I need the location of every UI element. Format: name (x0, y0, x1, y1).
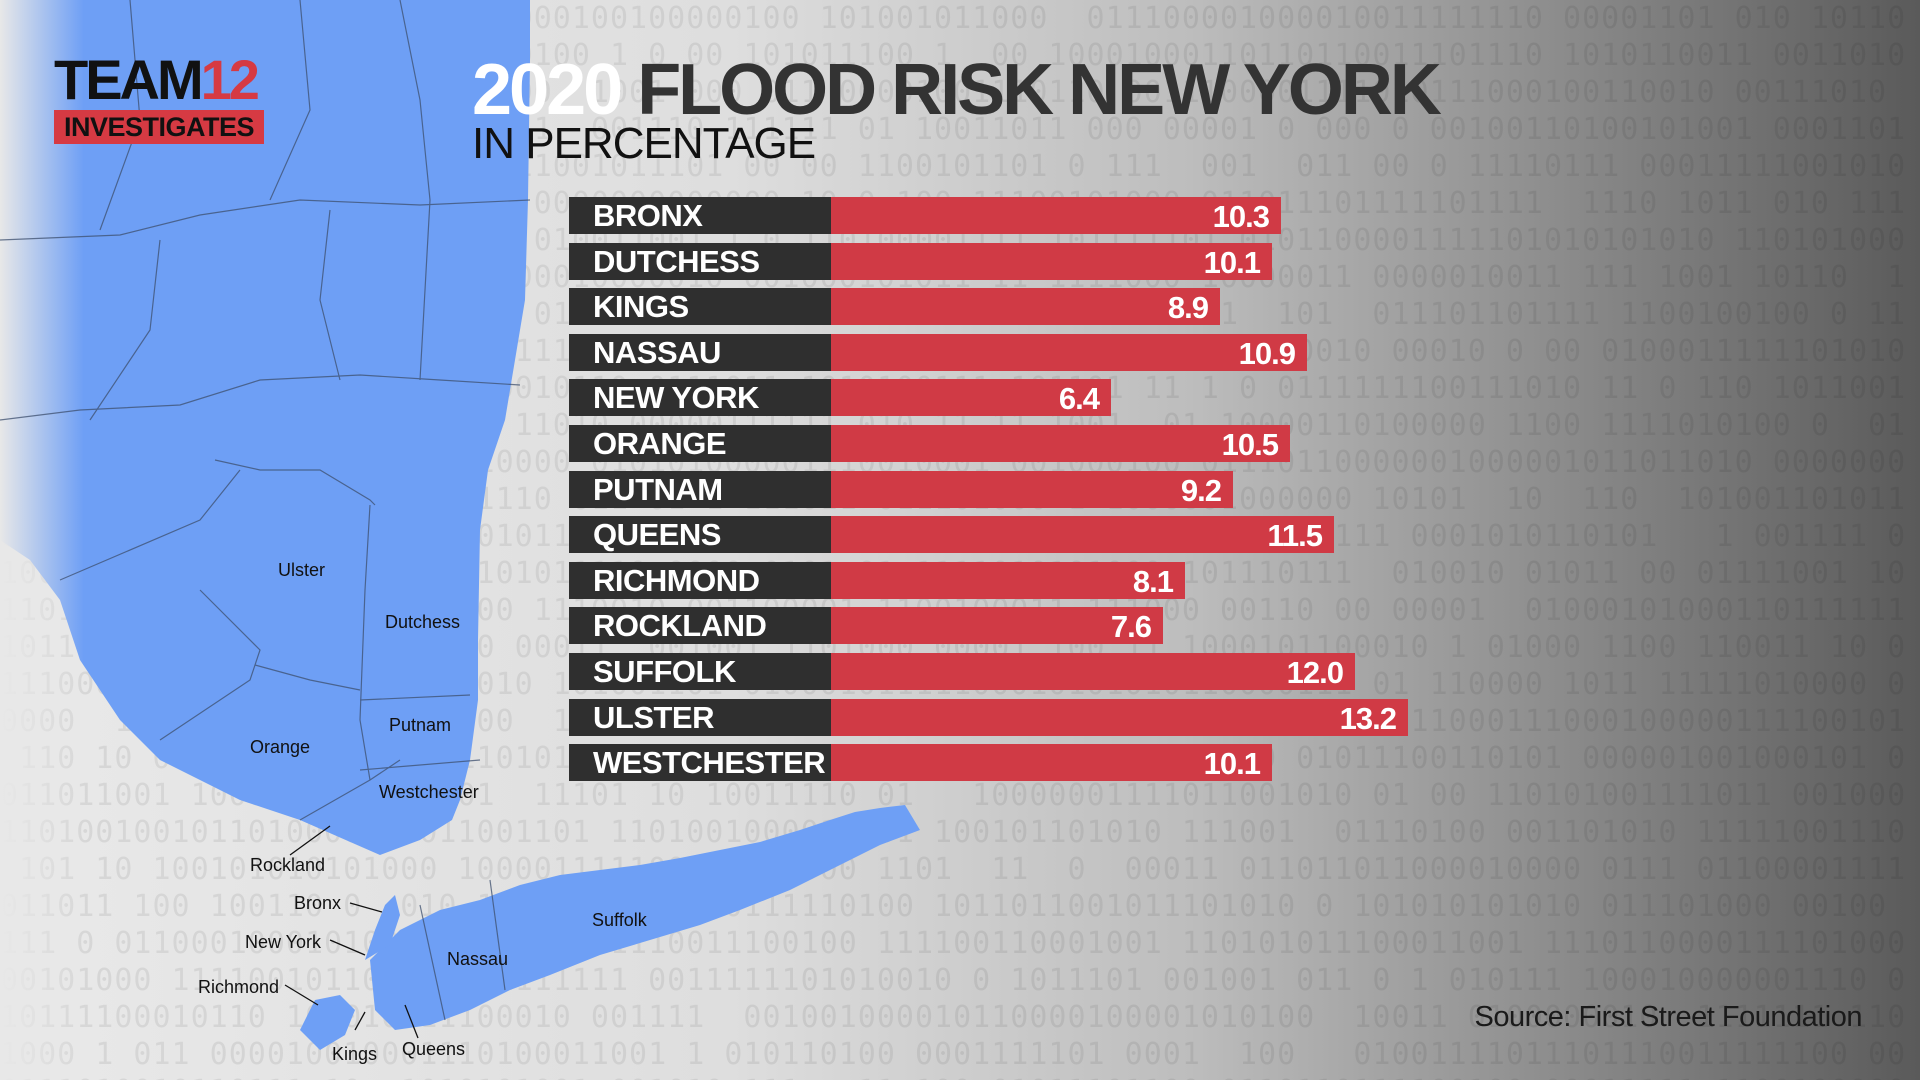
bar-value-orange: 10.5 (1221, 427, 1279, 462)
map-label-orange: Orange (250, 737, 310, 757)
bar-value-new-york: 6.4 (1058, 381, 1100, 416)
map-label-kings: Kings (332, 1044, 377, 1064)
map-label-dutchess: Dutchess (385, 612, 460, 632)
manhattan (365, 895, 400, 960)
bar-label-kings: KINGS (569, 288, 831, 325)
map-label-richmond: Richmond (198, 977, 279, 997)
bar-label-queens: QUEENS (569, 516, 831, 553)
county-map: Ulster Dutchess Orange Putnam Westcheste… (0, 0, 930, 1080)
bar-label-rockland: ROCKLAND (569, 607, 831, 644)
map-label-nassau: Nassau (447, 949, 508, 969)
bar-suffolk (831, 653, 1355, 690)
bar-value-kings: 8.9 (1167, 290, 1209, 325)
bar-label-suffolk: SUFFOLK (569, 653, 831, 690)
logo-investigates: INVESTIGATES (54, 110, 265, 144)
map-label-queens: Queens (402, 1039, 465, 1059)
bar-label-orange: ORANGE (569, 425, 831, 462)
bar-bronx (831, 197, 1281, 234)
map-label-ulster: Ulster (278, 560, 325, 580)
bar-label-dutchess: DUTCHESS (569, 243, 831, 280)
bar-dutchess (831, 243, 1272, 280)
chart-subtitle: IN PERCENTAGE (472, 119, 816, 168)
bar-kings (831, 288, 1220, 325)
bar-value-putnam: 9.2 (1180, 473, 1222, 508)
map-label-new-york: New York (245, 932, 322, 952)
chart-title: 2020 FLOOD RISK NEW YORK (472, 50, 1442, 130)
bar-value-richmond: 8.1 (1132, 564, 1174, 599)
logo-team-text: TEAM (54, 48, 204, 111)
chart-title-year: 2020 (472, 50, 623, 130)
leader-lines (284, 825, 419, 1039)
county-borders (0, 0, 531, 1021)
bar-ulster (831, 699, 1408, 736)
map-label-rockland: Rockland (250, 855, 325, 875)
bar-richmond (831, 562, 1185, 599)
bar-westchester (831, 744, 1272, 781)
bar-new-york (831, 379, 1111, 416)
source-credit: Source: First Street Foundation (1474, 1001, 1863, 1033)
chart-title-text: FLOOD RISK NEW YORK (637, 50, 1442, 130)
bar-nassau (831, 334, 1307, 371)
bar-value-westchester: 10.1 (1203, 746, 1261, 781)
bar-label-ulster: ULSTER (569, 699, 831, 736)
bar-label-westchester: WESTCHESTER (569, 744, 831, 781)
bar-label-richmond: RICHMOND (569, 562, 831, 599)
map-label-westchester: Westchester (379, 782, 479, 802)
bar-value-dutchess: 10.1 (1203, 245, 1261, 280)
bar-queens (831, 516, 1334, 553)
bar-putnam (831, 471, 1233, 508)
long-island (370, 805, 920, 1030)
bar-label-putnam: PUTNAM (569, 471, 831, 508)
bar-label-nassau: NASSAU (569, 334, 831, 371)
bar-value-suffolk: 12.0 (1286, 655, 1344, 690)
bar-value-nassau: 10.9 (1238, 336, 1296, 371)
logo-title: TEAM12 (54, 52, 264, 108)
map-svg: Ulster Dutchess Orange Putnam Westcheste… (0, 0, 920, 1080)
map-label-suffolk: Suffolk (592, 910, 648, 930)
bar-orange (831, 425, 1290, 462)
map-label-putnam: Putnam (389, 715, 451, 735)
bar-value-rockland: 7.6 (1110, 609, 1152, 644)
logo-number-text: 12 (200, 48, 260, 111)
team12-logo: TEAM12 INVESTIGATES (54, 52, 265, 144)
bar-rockland (831, 607, 1163, 644)
bar-value-ulster: 13.2 (1339, 701, 1397, 736)
staten-island (300, 995, 355, 1050)
bar-label-bronx: BRONX (569, 197, 831, 234)
bar-label-new-york: NEW YORK (569, 379, 831, 416)
map-label-bronx: Bronx (294, 893, 341, 913)
bar-value-bronx: 10.3 (1212, 199, 1270, 234)
bar-value-queens: 11.5 (1267, 518, 1323, 553)
